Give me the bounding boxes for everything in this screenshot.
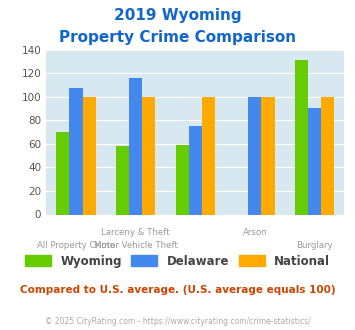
Legend: Wyoming, Delaware, National: Wyoming, Delaware, National	[20, 250, 335, 273]
Bar	[70, 88, 82, 214]
Text: Larceny & Theft: Larceny & Theft	[101, 228, 170, 237]
Text: All Property Crime: All Property Crime	[37, 241, 115, 250]
Text: Burglary: Burglary	[296, 241, 333, 250]
Bar	[202, 97, 215, 214]
Text: Arson: Arson	[242, 228, 267, 237]
Bar	[176, 145, 189, 214]
Text: Motor Vehicle Theft: Motor Vehicle Theft	[94, 241, 178, 250]
Bar	[142, 97, 155, 214]
Text: © 2025 CityRating.com - https://www.cityrating.com/crime-statistics/: © 2025 CityRating.com - https://www.city…	[45, 317, 310, 326]
Bar	[116, 146, 129, 214]
Text: Compared to U.S. average. (U.S. average equals 100): Compared to U.S. average. (U.S. average …	[20, 285, 335, 295]
Bar	[321, 97, 334, 214]
Bar	[129, 78, 142, 214]
Bar	[82, 97, 95, 214]
Bar	[261, 97, 274, 214]
Text: Property Crime Comparison: Property Crime Comparison	[59, 30, 296, 45]
Text: 2019 Wyoming: 2019 Wyoming	[114, 8, 241, 23]
Bar	[189, 126, 202, 214]
Bar	[56, 132, 70, 214]
Bar	[295, 60, 308, 214]
Bar	[308, 109, 321, 214]
Bar	[248, 97, 261, 214]
